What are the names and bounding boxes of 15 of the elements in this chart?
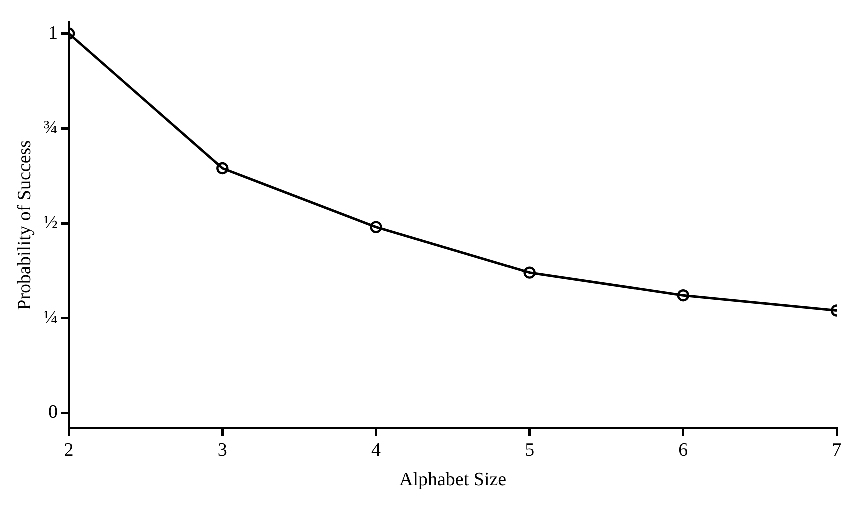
x-tick-label: 5 (525, 440, 535, 461)
y-tick-label: ¾ (44, 118, 58, 139)
y-tick-label: 0 (48, 402, 58, 424)
y-tick-label: ½ (44, 212, 58, 234)
x-tick-label: 6 (678, 440, 688, 461)
y-axis-title: Probability of Success (14, 140, 36, 310)
y-tick-label: ¼ (44, 307, 58, 328)
x-tick-label: 4 (371, 440, 382, 461)
x-axis-title: Alphabet Size (399, 470, 507, 491)
y-tick-label: 1 (48, 22, 58, 44)
x-tick-label: 3 (218, 440, 228, 461)
point (370, 221, 382, 234)
x-tick-label: 2 (64, 440, 74, 461)
point (524, 266, 536, 279)
x-tick-label: 7 (832, 440, 842, 461)
